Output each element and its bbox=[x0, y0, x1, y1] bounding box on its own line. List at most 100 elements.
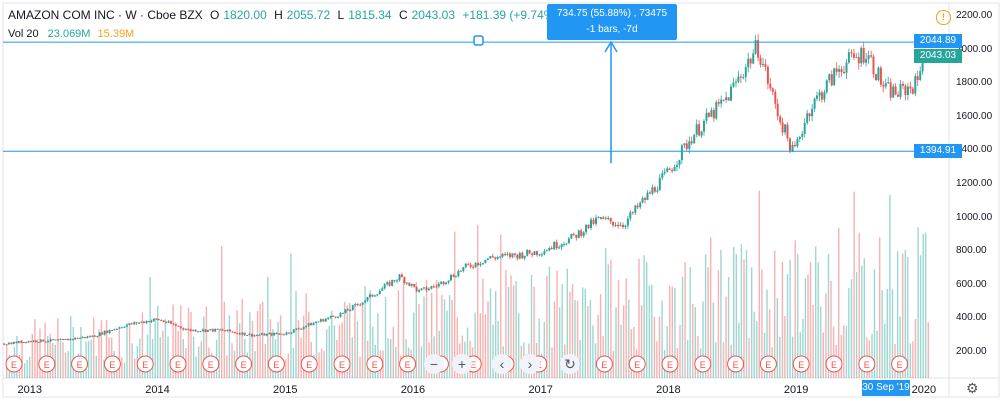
volume-bar bbox=[786, 274, 789, 378]
volume-bar bbox=[121, 357, 123, 378]
candle-body bbox=[742, 77, 745, 79]
candle-body bbox=[145, 321, 148, 323]
candle-body bbox=[617, 224, 620, 227]
candle-body bbox=[607, 218, 610, 220]
volume-bar bbox=[203, 316, 205, 378]
candle-body bbox=[140, 321, 143, 323]
scroll-right-button[interactable]: › bbox=[520, 354, 540, 374]
candle-body bbox=[170, 321, 172, 324]
candle-body bbox=[730, 86, 732, 101]
high-value: 2055.72 bbox=[286, 8, 331, 22]
volume-bar bbox=[192, 336, 195, 378]
candle-body bbox=[3, 343, 5, 345]
candle-body bbox=[187, 329, 190, 331]
candle-body bbox=[786, 124, 789, 139]
volume-bar bbox=[105, 319, 108, 378]
candle-body bbox=[452, 275, 455, 277]
candle-body bbox=[572, 233, 575, 235]
reset-chart-button[interactable]: ↻ bbox=[560, 354, 580, 374]
candle-body bbox=[595, 217, 597, 224]
volume-bar bbox=[891, 289, 894, 378]
volume-bar bbox=[815, 246, 817, 378]
candle-body bbox=[229, 329, 231, 332]
volume-bar bbox=[351, 337, 353, 378]
candle-body bbox=[459, 270, 462, 272]
volume-bar bbox=[223, 301, 225, 378]
candle-body bbox=[580, 230, 583, 236]
candle-body bbox=[86, 336, 89, 338]
volume-bar bbox=[190, 312, 192, 378]
volume-bar bbox=[402, 279, 405, 378]
volume-bar bbox=[838, 227, 840, 378]
volume-bar bbox=[118, 329, 120, 378]
volume-bar bbox=[151, 339, 154, 378]
candle-body bbox=[275, 332, 278, 334]
candle-body bbox=[356, 304, 359, 305]
candle-body bbox=[413, 284, 416, 287]
alert-icon[interactable]: ! bbox=[936, 10, 951, 25]
open-value: 1820.00 bbox=[223, 8, 267, 22]
volume-bar bbox=[164, 319, 167, 378]
zoom-out-button[interactable]: − bbox=[424, 354, 444, 374]
candle-body bbox=[226, 329, 229, 331]
volume-bar bbox=[725, 296, 727, 378]
volume-bar bbox=[738, 322, 740, 378]
volume-bar bbox=[809, 261, 812, 378]
earnings-marker-label: E bbox=[142, 360, 148, 370]
candle-body bbox=[548, 248, 551, 251]
volume-bar bbox=[917, 227, 919, 378]
volume-bar bbox=[861, 265, 863, 378]
zoom-in-button[interactable]: + bbox=[452, 354, 472, 374]
volume-bar bbox=[303, 315, 305, 378]
volume-bar bbox=[538, 318, 540, 378]
volume-bar bbox=[395, 346, 397, 378]
candle-body bbox=[506, 253, 509, 255]
volume-bar bbox=[505, 270, 507, 378]
candle-body bbox=[685, 143, 688, 149]
volume-bar bbox=[495, 290, 497, 378]
earnings-marker-label: E bbox=[372, 360, 378, 370]
candle-body bbox=[425, 287, 428, 291]
volume-bar bbox=[72, 327, 74, 378]
candle-body bbox=[150, 320, 153, 323]
volume-bar bbox=[674, 288, 676, 378]
candle-body bbox=[263, 333, 266, 336]
candle-body bbox=[587, 224, 590, 228]
volume-bar bbox=[512, 285, 515, 378]
candle-body bbox=[192, 329, 195, 331]
volume-bar bbox=[497, 321, 499, 378]
volume-bar bbox=[126, 322, 128, 378]
candle-body bbox=[624, 225, 627, 227]
volume-bar bbox=[689, 267, 691, 378]
volume-bar bbox=[889, 194, 891, 378]
x-tick-label: 2019 bbox=[783, 384, 809, 396]
volume-bar bbox=[832, 326, 835, 378]
volume-bar bbox=[776, 298, 778, 378]
volume-bar bbox=[643, 255, 645, 378]
candle-body bbox=[781, 122, 784, 133]
candle-body bbox=[84, 337, 87, 338]
volume-bar bbox=[377, 313, 379, 378]
earnings-marker bbox=[235, 355, 253, 373]
candle-body bbox=[769, 83, 772, 89]
candle-body bbox=[103, 330, 106, 335]
candle-body bbox=[540, 254, 543, 256]
candle-body bbox=[474, 262, 477, 268]
volume-bar bbox=[239, 323, 241, 378]
candle-body bbox=[789, 138, 791, 152]
scroll-left-button[interactable]: ‹ bbox=[492, 354, 512, 374]
earnings-marker bbox=[792, 355, 810, 373]
settings-gear-icon[interactable]: ⚙ bbox=[966, 380, 979, 396]
volume-bar bbox=[57, 318, 59, 378]
candle-body bbox=[12, 341, 15, 345]
volume-bar bbox=[451, 299, 453, 378]
candle-body bbox=[762, 64, 764, 66]
candle-body bbox=[636, 205, 639, 208]
candle-body bbox=[400, 274, 403, 278]
candle-body bbox=[555, 242, 558, 249]
candle-body bbox=[484, 259, 487, 263]
candle-body bbox=[322, 319, 325, 322]
volume-bar bbox=[326, 329, 328, 378]
